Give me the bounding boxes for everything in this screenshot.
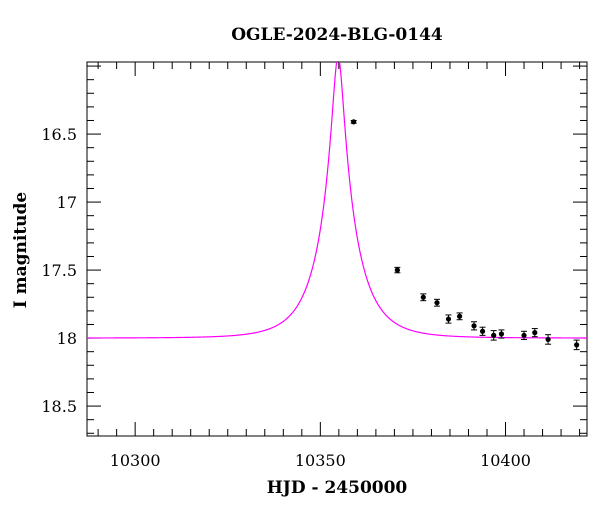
data-point bbox=[498, 331, 505, 337]
data-point bbox=[521, 332, 527, 338]
data-point bbox=[479, 328, 486, 334]
data-point bbox=[491, 332, 497, 338]
data-point bbox=[420, 294, 426, 300]
y-tick-label: 16.5 bbox=[41, 125, 77, 144]
data-point bbox=[445, 316, 452, 322]
model-curve bbox=[87, 62, 587, 339]
y-tick-label: 17 bbox=[57, 193, 77, 212]
data-point bbox=[532, 330, 538, 336]
data-point bbox=[434, 300, 440, 306]
y-tick-label: 18.5 bbox=[41, 397, 77, 416]
data-point bbox=[394, 267, 400, 273]
y-axis-title: I magnitude bbox=[11, 192, 31, 309]
chart-title: OGLE-2024-BLG-0144 bbox=[231, 25, 443, 45]
x-axis-title: HJD - 2450000 bbox=[267, 478, 408, 498]
data-point bbox=[456, 313, 463, 319]
plot-frame bbox=[86, 61, 588, 437]
data-point bbox=[545, 336, 551, 343]
x-tick-label: 10300 bbox=[110, 451, 161, 470]
data-point bbox=[471, 323, 477, 329]
y-tick-label: 18 bbox=[57, 329, 77, 348]
x-tick-label: 10350 bbox=[295, 451, 346, 470]
plot-area: 10300 10350 10400 16.5 17 17.5 18 18.5 bbox=[41, 61, 588, 470]
data-point bbox=[351, 119, 357, 125]
y-tick-label: 17.5 bbox=[41, 261, 77, 280]
data-point bbox=[574, 342, 580, 348]
x-tick-label: 10400 bbox=[480, 451, 531, 470]
